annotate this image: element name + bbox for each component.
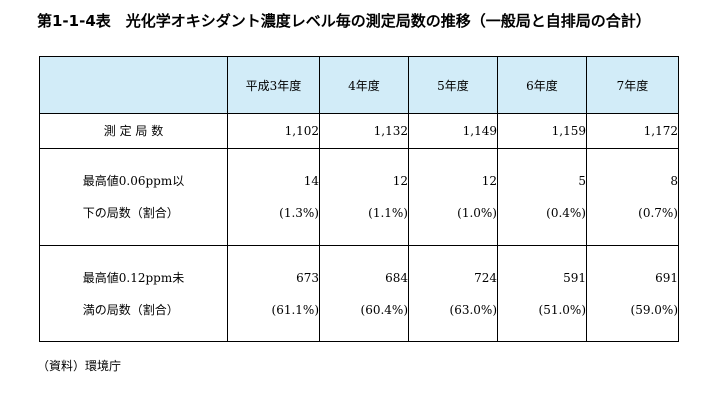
table-cell: 591 (51.0%) bbox=[497, 245, 587, 342]
station-share: (0.4%) bbox=[546, 206, 586, 220]
table-cell: 1,132 bbox=[319, 113, 409, 149]
table-cell: 8 (0.7%) bbox=[586, 148, 679, 246]
row-label: 最高値0.06ppm以 下の局数（割合） bbox=[39, 148, 228, 246]
station-count: 8 bbox=[670, 174, 678, 188]
row-label: 測 定 局 数 bbox=[39, 113, 228, 149]
year-header: 4年度 bbox=[319, 56, 409, 114]
station-share: (51.0%) bbox=[538, 302, 586, 317]
table-cell: 14 (1.3%) bbox=[227, 148, 320, 246]
station-count: 684 bbox=[385, 270, 408, 285]
header-row: 平成3年度 4年度 5年度 6年度 7年度 bbox=[39, 56, 679, 114]
table-cell: 12 (1.0%) bbox=[408, 148, 498, 246]
station-count: 591 bbox=[563, 270, 586, 285]
row-label-text: 測 定 局 数 bbox=[103, 124, 164, 138]
table-row-below-012ppm: 最高値0.12ppm未 満の局数（割合） 673 (61.1%) 684 (60… bbox=[39, 245, 679, 342]
station-count: 5 bbox=[578, 174, 586, 188]
table-title: 第1-1-4表 光化学オキシダント濃度レベル毎の測定局数の推移（一般局と自排局の… bbox=[37, 12, 651, 30]
year-header: 5年度 bbox=[408, 56, 498, 114]
table-cell: 1,102 bbox=[227, 113, 320, 149]
station-share: (61.1%) bbox=[271, 302, 319, 317]
table-cell: 684 (60.4%) bbox=[319, 245, 409, 342]
station-count: 691 bbox=[655, 270, 678, 285]
station-share: (1.0%) bbox=[457, 206, 497, 220]
header-corner-cell bbox=[39, 56, 228, 114]
station-count: 14 bbox=[303, 174, 319, 188]
table-cell: 1,172 bbox=[586, 113, 679, 149]
station-count: 673 bbox=[296, 270, 319, 285]
table-cell: 724 (63.0%) bbox=[408, 245, 498, 342]
year-header: 6年度 bbox=[497, 56, 587, 114]
station-share: (1.1%) bbox=[368, 206, 408, 220]
row-label-line: 最高値0.12ppm未 bbox=[82, 270, 185, 285]
station-count: 12 bbox=[392, 174, 408, 188]
station-share: (1.3%) bbox=[279, 206, 319, 220]
year-header: 7年度 bbox=[586, 56, 679, 114]
table-cell: 1,159 bbox=[497, 113, 587, 149]
row-label-text: 最高値0.06ppm以 下の局数（割合） bbox=[83, 165, 184, 229]
table-row-total-stations: 測 定 局 数 1,102 1,132 1,149 1,159 1,172 bbox=[39, 113, 679, 149]
station-share: (63.0%) bbox=[449, 302, 497, 317]
station-share: (60.4%) bbox=[360, 302, 408, 317]
station-share: (59.0%) bbox=[630, 302, 678, 317]
row-label: 最高値0.12ppm未 満の局数（割合） bbox=[39, 245, 228, 342]
year-header: 平成3年度 bbox=[227, 56, 320, 114]
station-count: 724 bbox=[474, 270, 497, 285]
station-count: 12 bbox=[481, 174, 497, 188]
source-note: （資料）環境庁 bbox=[37, 359, 122, 373]
row-label-line: 下の局数（割合） bbox=[82, 206, 179, 220]
table-cell: 5 (0.4%) bbox=[497, 148, 587, 246]
row-label-line: 最高値0.06ppm以 bbox=[82, 174, 185, 188]
table-cell: 12 (1.1%) bbox=[319, 148, 409, 246]
station-share: (0.7%) bbox=[638, 206, 678, 220]
table-cell: 691 (59.0%) bbox=[586, 245, 679, 342]
data-table: 平成3年度 4年度 5年度 6年度 7年度 測 定 局 数 1,102 1,13… bbox=[39, 56, 679, 342]
row-label-text: 最高値0.12ppm未 満の局数（割合） bbox=[83, 262, 184, 326]
table-cell: 1,149 bbox=[408, 113, 498, 149]
row-label-line: 満の局数（割合） bbox=[82, 302, 179, 317]
table-cell: 673 (61.1%) bbox=[227, 245, 320, 342]
table-row-below-006ppm: 最高値0.06ppm以 下の局数（割合） 14 (1.3%) 12 (1.1%)… bbox=[39, 148, 679, 246]
